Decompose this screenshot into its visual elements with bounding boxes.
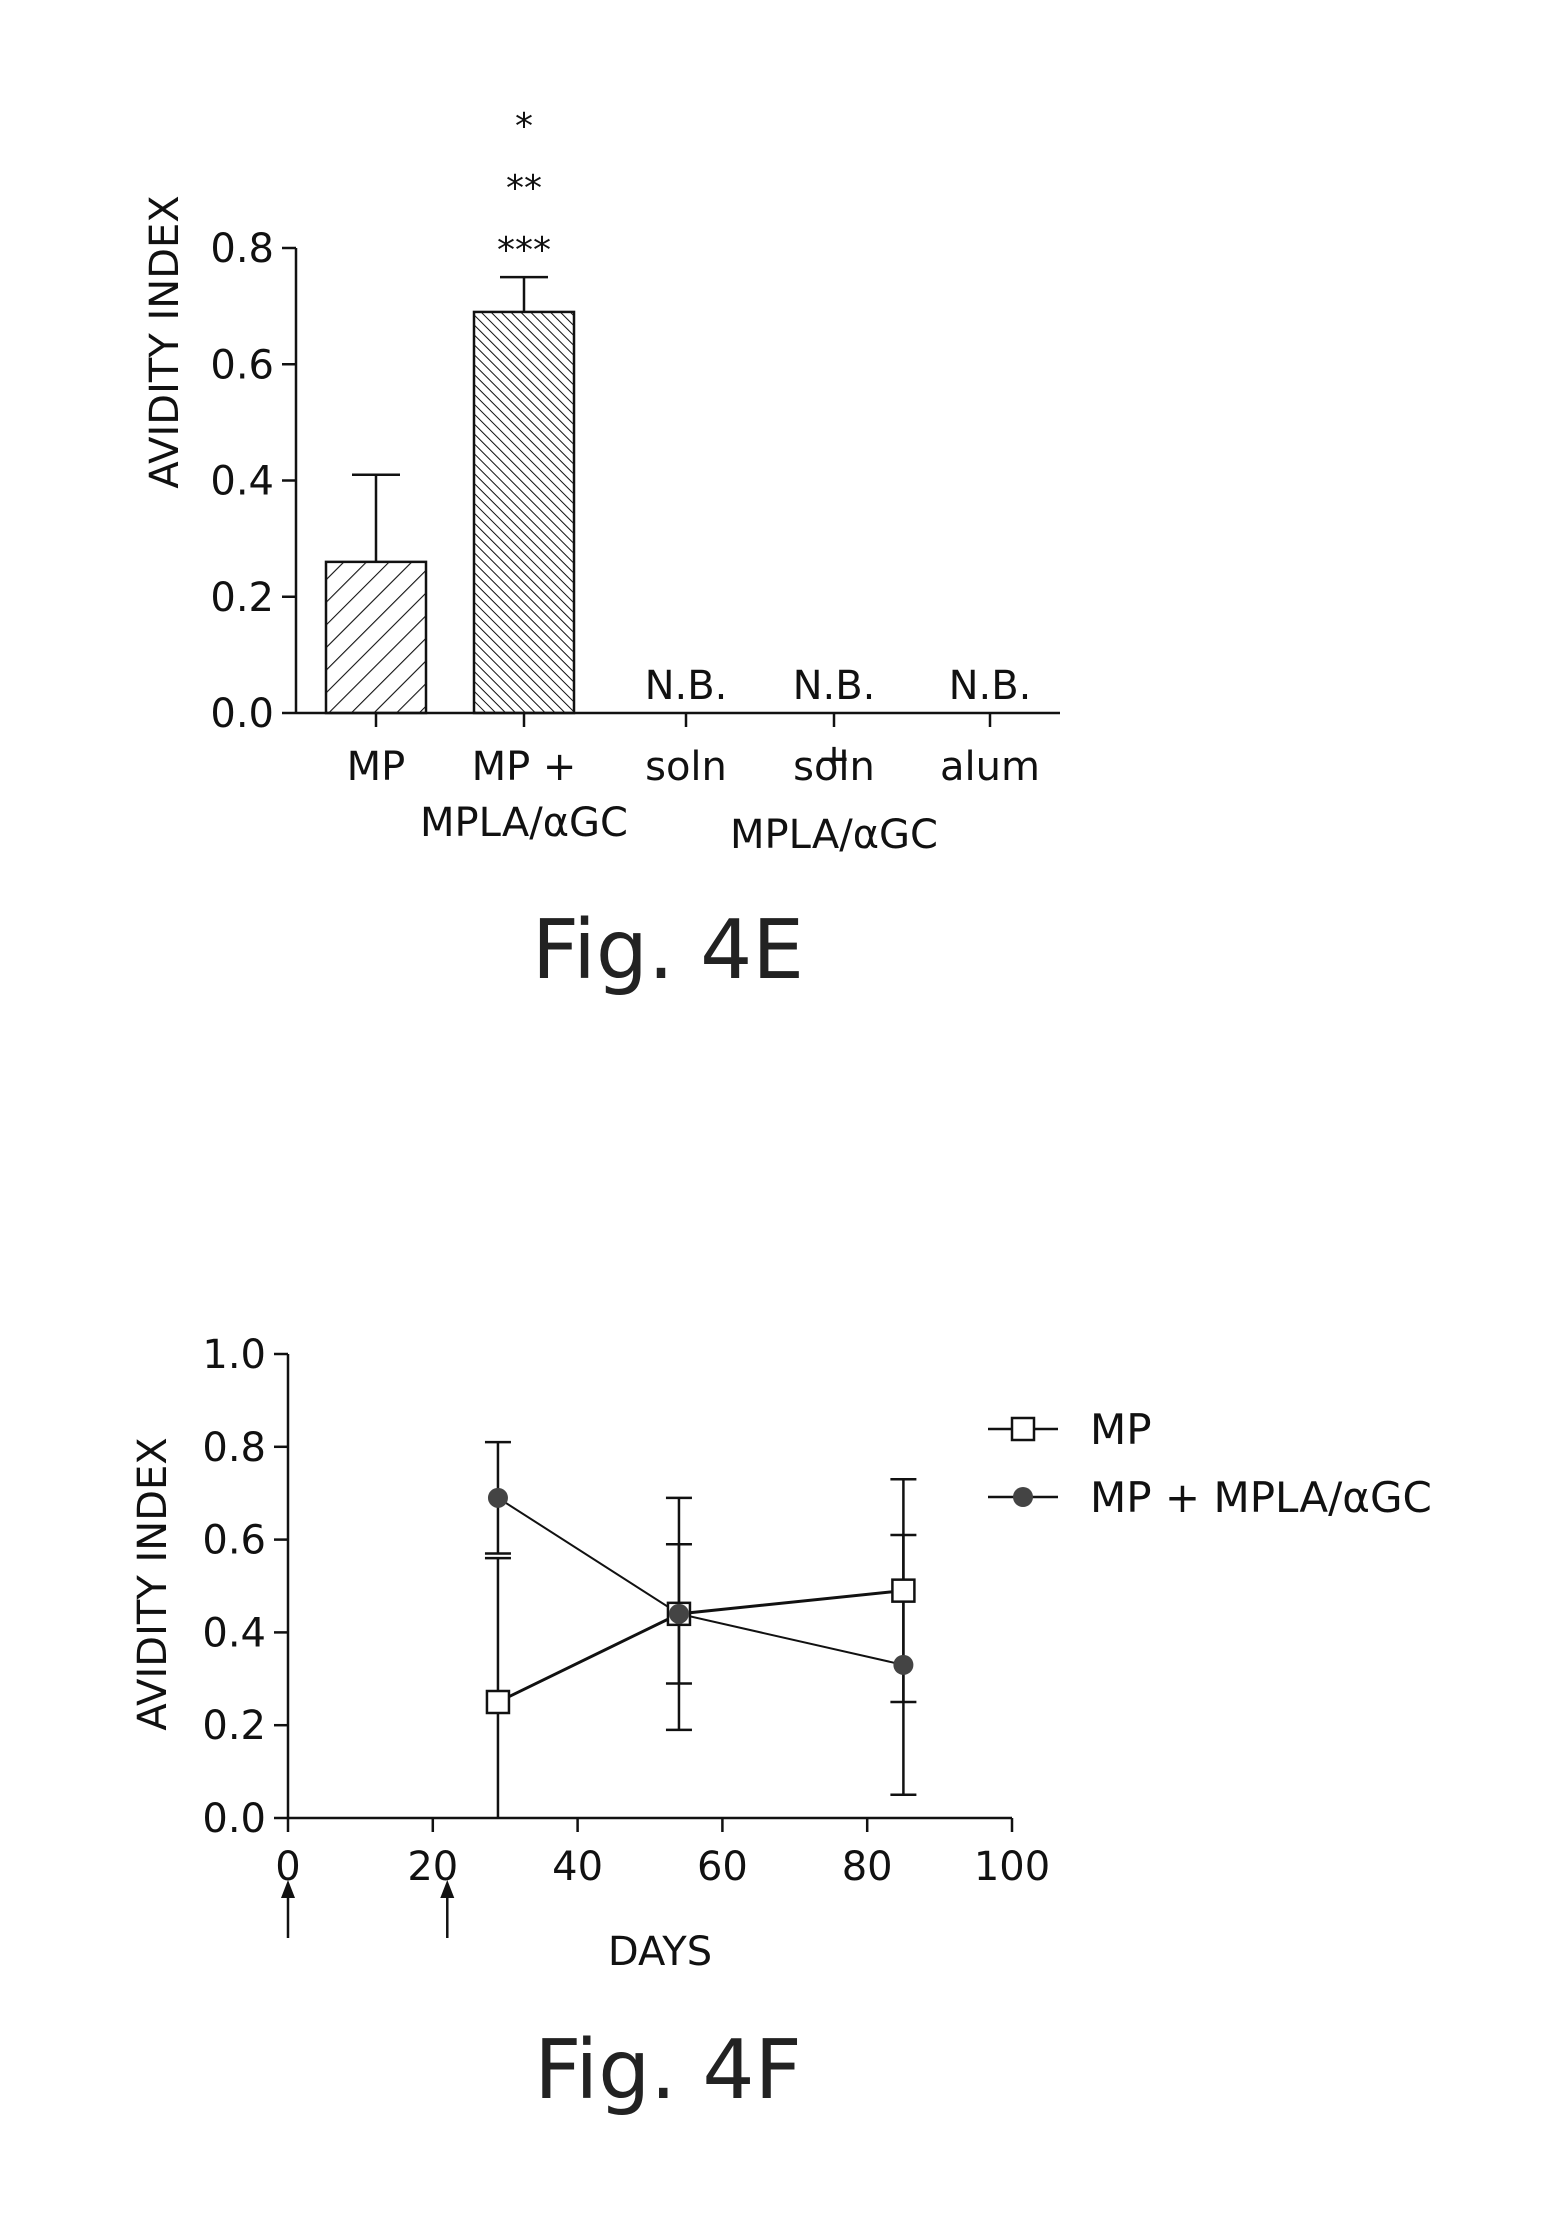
legend-label-mp-mpla: MP + MPLA/αGC bbox=[1090, 1473, 1432, 1522]
significance-marker: ** bbox=[506, 168, 542, 209]
line-x-tick-label: 60 bbox=[697, 1844, 748, 1890]
bar-category-label: MPLA/αGC bbox=[420, 800, 628, 846]
series-line bbox=[498, 1591, 903, 1702]
bar bbox=[326, 562, 426, 713]
line-chart-4f: AVIDITY INDEX 0.00.20.40.60.81.002040608… bbox=[130, 1332, 1432, 2118]
bar-nb-label: N.B. bbox=[949, 663, 1032, 709]
bar bbox=[474, 312, 574, 713]
caption-fig-4f: Fig. 4F bbox=[534, 2023, 802, 2118]
line-x-tick-label: 80 bbox=[842, 1844, 893, 1890]
bar-y-tick-label: 0.4 bbox=[210, 459, 274, 505]
data-point-mp-mpla bbox=[488, 1488, 508, 1508]
line-chart-legend: MP MP + MPLA/αGC bbox=[988, 1405, 1432, 1522]
legend-item-mp-mpla: MP + MPLA/αGC bbox=[988, 1473, 1432, 1522]
data-point-mp-mpla bbox=[669, 1604, 689, 1624]
line-y-tick-label: 0.8 bbox=[202, 1425, 266, 1471]
legend-label-mp: MP bbox=[1090, 1405, 1152, 1454]
line-y-tick-label: 0.0 bbox=[202, 1796, 266, 1842]
line-y-tick-label: 0.4 bbox=[202, 1610, 266, 1656]
bar-chart-4e: AVIDITY INDEX 0.00.20.40.60.8 N.B.N.B.N.… bbox=[142, 106, 1060, 998]
bar-category-label: MPLA/αGC bbox=[730, 812, 938, 858]
caption-fig-4e: Fig. 4E bbox=[532, 903, 804, 998]
bar-category-label: soln bbox=[645, 744, 727, 790]
line-chart-series bbox=[485, 1442, 916, 1818]
data-point-mp-mpla bbox=[893, 1655, 913, 1675]
bar-y-tick-label: 0.8 bbox=[210, 226, 274, 272]
bar-chart-bars: N.B. N.B. N.B. bbox=[326, 277, 1031, 713]
bar-nb-label: N.B. bbox=[793, 663, 876, 709]
significance-marker: * bbox=[515, 106, 533, 147]
bar-chart-categories: MPMP +MPLA/αGCsolnsoln+MPLA/αGCalum bbox=[347, 713, 1040, 858]
line-chart-xlabel: DAYS bbox=[608, 1929, 712, 1975]
line-y-tick-label: 1.0 bbox=[202, 1332, 266, 1378]
series-line bbox=[498, 1498, 903, 1665]
significance-marker: *** bbox=[497, 230, 551, 271]
bar-chart-significance: ****** bbox=[497, 106, 551, 271]
line-chart-ticks: 0.00.20.40.60.81.0020406080100 bbox=[202, 1332, 1050, 1890]
bar-chart-ylabel: AVIDITY INDEX bbox=[142, 195, 188, 488]
line-x-tick-label: 20 bbox=[407, 1844, 458, 1890]
bar-chart-y-ticks: 0.0 0.2 0.4 0.6 0.8 bbox=[210, 226, 296, 737]
bar-y-tick-label: 0.0 bbox=[210, 691, 274, 737]
line-y-tick-label: 0.6 bbox=[202, 1518, 266, 1564]
line-chart-ylabel: AVIDITY INDEX bbox=[130, 1437, 176, 1730]
legend-item-mp: MP bbox=[988, 1405, 1152, 1454]
bar-category-label: MP + bbox=[472, 744, 577, 790]
line-y-tick-label: 0.2 bbox=[202, 1703, 266, 1749]
bar-category-label: MP bbox=[347, 744, 406, 790]
open-square-marker-icon bbox=[1012, 1418, 1034, 1440]
bar-y-tick-label: 0.6 bbox=[210, 342, 274, 388]
bar-nb-label: N.B. bbox=[645, 663, 728, 709]
bar-chart-y-axis-label: AVIDITY INDEX bbox=[142, 195, 188, 488]
line-x-tick-label: 100 bbox=[974, 1844, 1050, 1890]
data-point-mp bbox=[892, 1580, 914, 1602]
bar-category-label: + bbox=[817, 736, 851, 782]
bar-category-label: alum bbox=[940, 744, 1040, 790]
line-x-tick-label: 40 bbox=[552, 1844, 603, 1890]
filled-circle-marker-icon bbox=[1013, 1487, 1033, 1507]
data-point-mp bbox=[487, 1691, 509, 1713]
bar-y-tick-label: 0.2 bbox=[210, 575, 274, 621]
